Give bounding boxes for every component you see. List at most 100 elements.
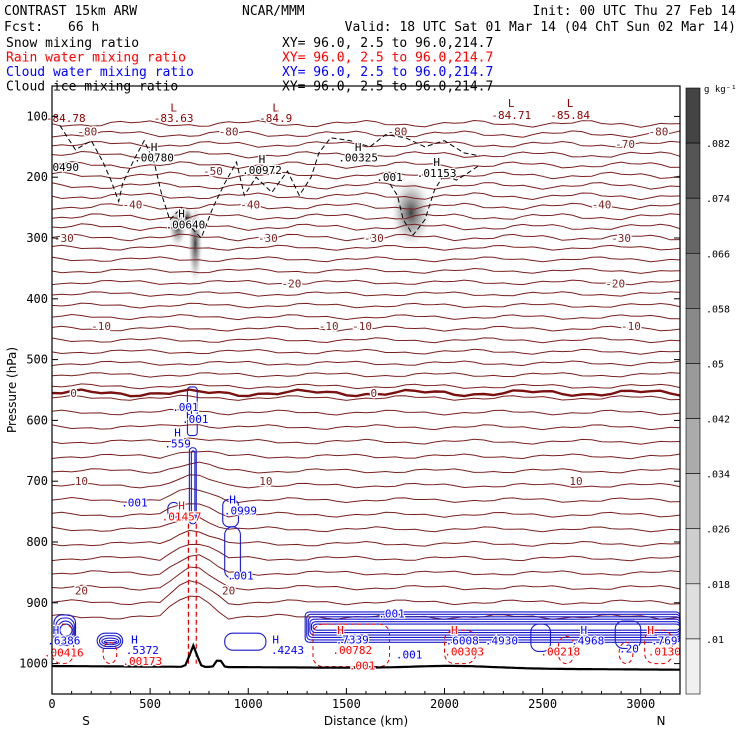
isotherm-line xyxy=(51,580,681,606)
y-tick-label: 600 xyxy=(26,413,48,427)
colorbar-label: .066 xyxy=(706,249,730,260)
cloud-column xyxy=(190,450,196,519)
isotherm-line xyxy=(51,348,681,355)
cloud-layer xyxy=(224,632,267,651)
colorbar: .01 .018 .026 .034 .042 .05 .058 .066 .074 .082 g … xyxy=(685,85,737,695)
isotherm-line xyxy=(51,150,681,159)
colorbar-label: .05 xyxy=(706,359,724,370)
contour-annotation: .00416 xyxy=(44,647,84,660)
snow-shading xyxy=(168,178,432,285)
colorbar-label: .042 xyxy=(706,415,730,426)
isotherm-line xyxy=(51,192,681,201)
colorbar-segment xyxy=(685,473,701,530)
isotherm-line xyxy=(51,437,681,445)
contour-annotation: .00640 xyxy=(166,219,206,232)
isotherm-line xyxy=(51,244,681,251)
contour-annotation: H xyxy=(131,633,138,646)
forecast-value: 66 h xyxy=(68,20,99,35)
y-tick-label: 100 xyxy=(26,109,48,123)
contour-annotation: H xyxy=(337,624,344,637)
isotherm-line xyxy=(51,202,681,211)
isotherm-label: -20 xyxy=(605,278,625,291)
isotherm-line xyxy=(51,394,681,401)
x-tick-label: 500 xyxy=(139,697,161,711)
cloud-blob xyxy=(167,501,181,519)
x-tick-label: 2000 xyxy=(430,697,459,711)
isotherm-line xyxy=(51,372,681,378)
isotherm-line xyxy=(51,213,681,221)
left-title: CONTRAST 15km ARW xyxy=(4,4,137,19)
contour-annotation: H xyxy=(178,208,185,221)
isotherm-label: -80 xyxy=(77,126,97,139)
snow-contour xyxy=(385,164,481,236)
field-name: Snow mixing ratio xyxy=(6,36,139,51)
contour-annotation: .4968 xyxy=(571,634,604,647)
colorbar-segment xyxy=(685,418,701,474)
y-tick-label: 300 xyxy=(26,231,48,245)
y-tick-label: 200 xyxy=(26,170,48,184)
contour-annotation: H xyxy=(451,624,458,637)
contour-annotation: H xyxy=(186,408,193,421)
colorbar-label: .034 xyxy=(706,470,730,481)
north-label: N xyxy=(657,714,666,728)
cloud-layer xyxy=(57,620,74,640)
colorbar-segment xyxy=(685,142,701,199)
contour-annotation: H xyxy=(151,141,158,154)
colorbar-label: .01 xyxy=(706,635,724,646)
field-xy: XY= 96.0, 2.5 to 96.0,214.7 xyxy=(282,51,493,66)
contour-annotation: H xyxy=(433,156,440,169)
contour-annotation: .0999 xyxy=(224,504,257,517)
contour-annotation: -85.84 xyxy=(550,109,590,122)
isotherm-label: -40 xyxy=(240,199,260,212)
isotherm-label: -40 xyxy=(123,199,143,212)
isotherm-label: -30 xyxy=(364,232,384,245)
cloud-layer xyxy=(55,617,75,643)
isotherm-label: 20 xyxy=(75,585,88,598)
contour-annotation: .7339 xyxy=(336,633,369,646)
isotherm-line xyxy=(51,291,681,297)
x-axis-label: Distance (km) xyxy=(324,714,408,728)
isotherm-line xyxy=(51,595,681,620)
isotherm-label: 10 xyxy=(569,475,582,488)
contour-annotation: H xyxy=(581,624,588,637)
rain-contour xyxy=(312,623,391,668)
isotherm-label: -10 xyxy=(621,320,641,333)
rain-contour xyxy=(618,641,634,665)
contour-annotation: .001 xyxy=(396,648,423,661)
colorbar-label: .082 xyxy=(706,139,730,150)
rain-contour xyxy=(557,635,575,665)
cloud-layer xyxy=(312,623,681,631)
contour-annotation: .20 xyxy=(619,642,639,655)
contour-annotations: L-83.63L-84.9L-84.71L-85.84-84.78H.00780… xyxy=(43,96,682,674)
colorbar-segment xyxy=(685,583,701,640)
isotherm-line xyxy=(51,313,681,321)
isotherm-label: 0 xyxy=(70,387,77,400)
cloud-column xyxy=(188,447,197,525)
colorbar-label: .058 xyxy=(706,304,730,315)
colorbar-segment xyxy=(685,363,701,419)
x-tick-label: 0 xyxy=(48,697,55,711)
temperature-isotherms: -80 -80 -80 -80 -70 -50 -40 -40 -40 -30 -30 -30 -30 -… xyxy=(51,119,681,620)
colorbar-segment xyxy=(685,638,701,695)
header: CONTRAST 15km ARW Fcst: 66 h NCAR/MMM In… xyxy=(4,4,736,35)
cloud-layer xyxy=(101,637,120,646)
snow-shade-blob xyxy=(391,178,432,247)
isotherm-label: 0 xyxy=(371,387,378,400)
cloud-layer xyxy=(53,614,77,646)
colorbar-label: .074 xyxy=(706,194,730,205)
y-tick-label: 900 xyxy=(26,596,48,610)
terrain-profile xyxy=(51,642,680,671)
y-axis-label: Pressure (hPa) xyxy=(5,347,19,433)
cloud-layer xyxy=(96,632,124,649)
isotherm-label: -30 xyxy=(54,232,74,245)
field-xy: XY= 96.0, 2.5 to 96.0,214.7 xyxy=(282,36,493,51)
isotherm-line xyxy=(51,503,681,518)
cloud-layer xyxy=(530,623,552,652)
colorbar-segment xyxy=(685,528,701,585)
isotherm-label: 10 xyxy=(75,475,88,488)
contour-annotation: .00780 xyxy=(134,152,174,165)
isotherm-line xyxy=(51,566,681,591)
field-name: Rain water mixing ratio xyxy=(6,51,186,66)
contour-annotation: .00972 xyxy=(242,164,282,177)
